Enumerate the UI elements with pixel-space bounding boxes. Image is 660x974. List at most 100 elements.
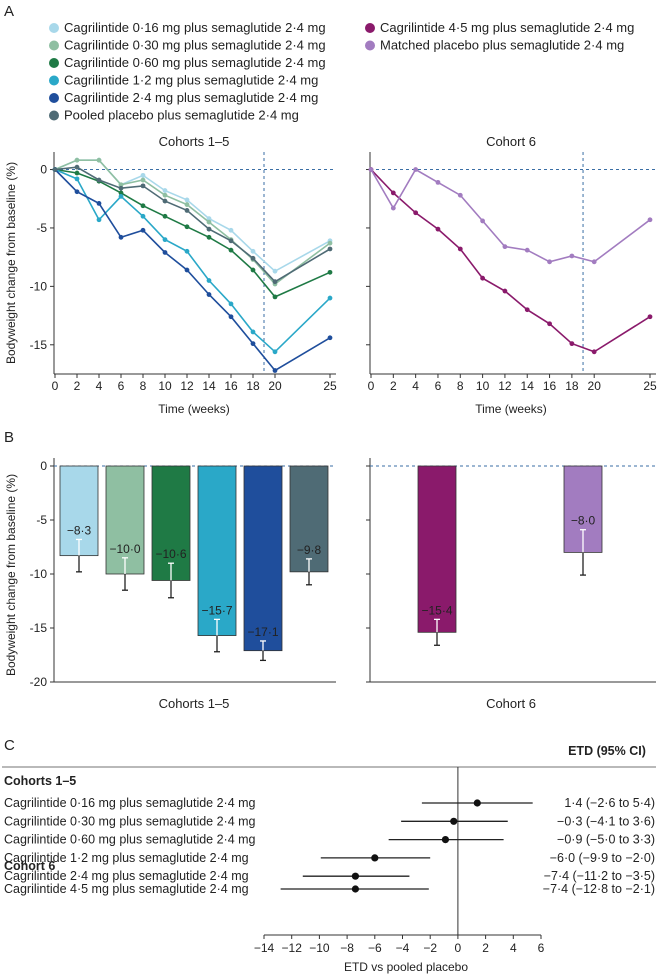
panel-b-right-title: Cohort 6 xyxy=(486,696,536,711)
series-6-point xyxy=(52,167,58,172)
series-1-point xyxy=(647,314,653,320)
forest-row-label: Cagrilintide 2·4 mg plus semaglutide 2·4… xyxy=(4,869,249,883)
error-bar xyxy=(122,557,128,591)
series-2-point xyxy=(162,192,168,198)
series-6-point xyxy=(140,183,146,189)
series-2-point xyxy=(96,157,102,163)
x-tick-label: 12 xyxy=(498,379,512,393)
series-line-5 xyxy=(54,168,331,372)
legend-marker xyxy=(365,40,375,51)
series-5-point xyxy=(184,267,190,273)
bar-value-label: −8·3 xyxy=(67,523,92,537)
series-1-point xyxy=(272,268,278,274)
series-4-point xyxy=(327,295,333,301)
x-tick-label: 8 xyxy=(457,379,464,393)
x-tick-label: 14 xyxy=(521,379,535,393)
error-bar xyxy=(168,562,174,599)
bar-value-label: −10·6 xyxy=(155,547,186,561)
forest-row-label: Cagrilintide 0·16 mg plus semaglutide 2·… xyxy=(4,796,256,810)
series-6-point xyxy=(206,226,212,232)
y-tick-label: -20 xyxy=(30,675,48,689)
bar-value-label: −9·8 xyxy=(297,543,322,557)
error-bar xyxy=(76,538,82,573)
error-bar xyxy=(214,618,220,653)
forest-estimate-point xyxy=(450,817,458,825)
x-tick-label: 12 xyxy=(180,379,194,393)
series-5-point xyxy=(162,250,168,255)
series-2-point xyxy=(547,259,552,265)
series-2-point xyxy=(524,247,530,253)
bar xyxy=(243,465,283,652)
x-tick-label: 2 xyxy=(390,379,397,393)
series-4-point xyxy=(140,213,146,219)
y-tick-label: -15 xyxy=(30,621,48,635)
forest-x-tick-label: −6 xyxy=(368,941,382,955)
x-tick-label: 6 xyxy=(118,379,125,393)
series-4-point xyxy=(74,176,80,182)
series-1-point xyxy=(502,288,508,294)
y-tick-label: 0 xyxy=(40,459,47,473)
forest-estimate-point xyxy=(371,854,379,862)
series-5-point xyxy=(118,234,124,240)
series-2-point xyxy=(118,182,124,188)
forest-x-tick-label: −12 xyxy=(282,941,303,955)
error-bar xyxy=(260,640,266,662)
legend-label: Pooled placebo plus semaglutide 2·4 mg xyxy=(64,108,299,123)
series-1-point xyxy=(140,172,146,178)
panel-a-cohort-6-plot: 0 2 4 6 8 10 12 14 16 18 20 25 xyxy=(366,152,657,393)
panel-b-cohort-6-plot: −15·4 −8·0 xyxy=(366,458,656,683)
series-5-point xyxy=(250,341,256,347)
forest-x-tick-label: −4 xyxy=(396,941,410,955)
y-tick-label: -10 xyxy=(30,279,48,293)
series-line-1 xyxy=(370,168,651,353)
series-2-point xyxy=(390,205,396,211)
series-4-point xyxy=(118,194,124,199)
forest-etd-value: −0·3 (−4·1 to 3·6) xyxy=(557,814,655,828)
series-4-point xyxy=(228,301,234,307)
series-2-point xyxy=(480,218,485,224)
series-1-point xyxy=(206,216,212,222)
x-tick-label: 16 xyxy=(543,379,557,393)
error-bar xyxy=(580,529,586,576)
series-2-point xyxy=(184,202,190,207)
forest-x-axis-label: ETD vs pooled placebo xyxy=(344,960,468,974)
bar-value-label: −10·0 xyxy=(109,542,140,556)
forest-x-tick-label: 2 xyxy=(482,941,489,955)
series-1-point xyxy=(413,210,419,216)
series-4-point xyxy=(206,278,212,283)
series-3-point xyxy=(228,247,234,253)
x-tick-label: 10 xyxy=(158,379,172,393)
forest-x-tick-label: −8 xyxy=(340,941,354,955)
x-tick-label: 2 xyxy=(74,379,81,393)
x-tick-label: 4 xyxy=(412,379,419,393)
series-3-point xyxy=(206,234,212,240)
bar-value-label: −15·4 xyxy=(421,603,452,617)
x-tick-label: 8 xyxy=(140,379,147,393)
panel-b-left-title: Cohorts 1–5 xyxy=(159,696,230,711)
series-1-point xyxy=(457,246,463,252)
series-1-point xyxy=(524,307,530,313)
series-5-point xyxy=(96,201,102,206)
panel-c-forest-plot: Cohorts 1–5 Cohort 6 −14 −12 −10 −8 −6 −4 −2 0 2 4 6… xyxy=(4,767,655,955)
series-3-point xyxy=(272,294,278,300)
forest-row-label: Cagrilintide 1·2 mg plus semaglutide 2·4… xyxy=(4,851,249,865)
panel-b-y-axis-label: Bodyweight change from baseline (%) xyxy=(4,474,18,676)
x-tick-label: 16 xyxy=(224,379,238,393)
series-2-point xyxy=(413,167,419,172)
forest-x-tick-label: 6 xyxy=(538,941,545,955)
series-6-point xyxy=(96,177,102,183)
forest-row-label: Cagrilintide 0·60 mg plus semaglutide 2·… xyxy=(4,833,256,847)
bar xyxy=(417,465,457,633)
series-6-point xyxy=(118,185,124,191)
y-tick-label: -15 xyxy=(30,338,48,352)
bar xyxy=(105,465,145,575)
forest-x-tick-label: −14 xyxy=(254,941,275,955)
series-1-point xyxy=(390,190,396,196)
series-6-point xyxy=(184,208,190,213)
bar-value-label: −17·1 xyxy=(247,625,278,639)
forest-x-tick-label: −2 xyxy=(423,941,437,955)
series-1-point xyxy=(162,188,168,193)
bar-value-label: −8·0 xyxy=(571,514,596,528)
panel-letter-a: A xyxy=(4,3,14,20)
